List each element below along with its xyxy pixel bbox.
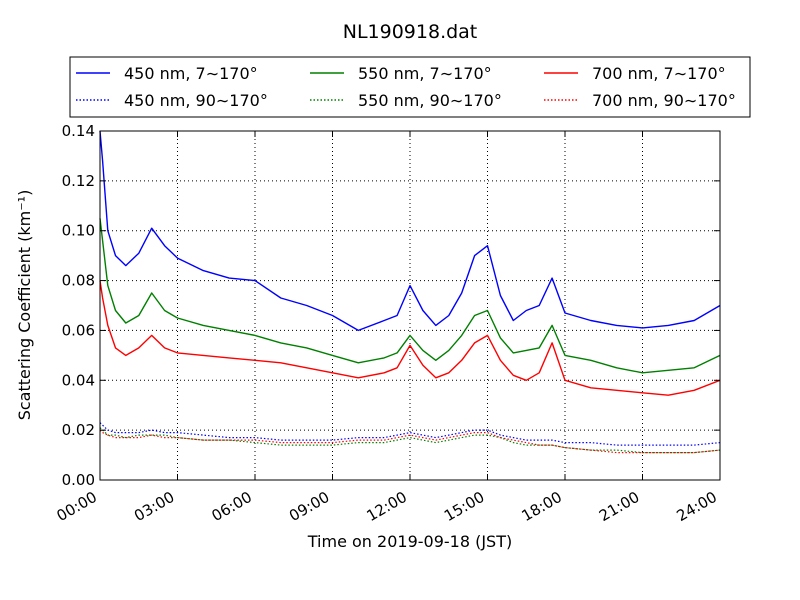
legend-label: 550 nm, 7∼170° (358, 64, 492, 83)
legend: 450 nm, 7∼170° 550 nm, 7∼170° 700 nm, 7∼17… (69, 56, 751, 118)
y-axis-label: Scattering Coefficient (km⁻¹) (15, 190, 34, 421)
legend-box (69, 56, 751, 118)
y-tick-label: 0.02 (62, 421, 95, 439)
series-line (99, 427, 721, 454)
series-line (99, 422, 721, 446)
x-axis-label: Time on 2019-09-18 (JST) (307, 532, 512, 551)
y-tick-label: 0.06 (62, 321, 95, 339)
y-tick-label: 0.08 (62, 272, 95, 290)
y-tick-label: 0.10 (62, 222, 95, 240)
series-layer (99, 130, 721, 454)
legend-label: 700 nm, 7∼170° (592, 64, 726, 83)
y-tick-label: 0.04 (62, 371, 95, 389)
legend-label: 450 nm, 90∼170° (124, 91, 268, 110)
y-tick-label: 0.00 (62, 471, 95, 489)
series-line (99, 429, 721, 454)
y-tick-label: 0.14 (62, 122, 95, 140)
grid (100, 131, 720, 480)
series-line (99, 218, 721, 374)
y-tick-label: 0.12 (62, 172, 95, 190)
series-line (99, 280, 721, 396)
legend-label: 700 nm, 90∼170° (592, 91, 736, 110)
legend-label: 450 nm, 7∼170° (124, 64, 258, 83)
series-line (99, 130, 721, 332)
legend-label: 550 nm, 90∼170° (358, 91, 502, 110)
chart-title: NL190918.dat (343, 21, 478, 43)
